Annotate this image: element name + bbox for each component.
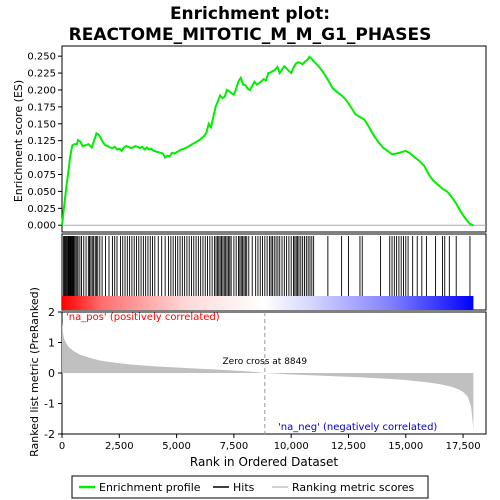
metric-y-tick-label: -1 — [44, 398, 55, 411]
metric-y-tick-label: -2 — [44, 428, 55, 441]
neg-correlated-label: 'na_neg' (negatively correlated) — [278, 422, 437, 433]
x-tick-label: 17,500 — [446, 441, 481, 452]
es-y-axis-label: Enrichment score (ES) — [12, 80, 25, 202]
es-y-tick-label: 0.100 — [27, 153, 56, 164]
es-y-tick-label: 0.025 — [27, 204, 56, 215]
x-tick-label: 10,000 — [274, 441, 309, 452]
es-y-tick-label: 0.150 — [27, 119, 56, 130]
es-y-tick-label: 0.225 — [27, 69, 56, 80]
es-y-tick-label: 0.250 — [27, 52, 56, 63]
x-tick-label: 15,000 — [388, 441, 423, 452]
legend-frame — [71, 475, 429, 499]
legend-label-ranking-metric: Ranking metric scores — [292, 481, 414, 494]
legend: Enrichment profile Hits Ranking metric s… — [71, 475, 429, 499]
x-tick-label: 7,500 — [220, 441, 249, 452]
x-axis-label: Rank in Ordered Dataset — [190, 455, 338, 469]
metric-y-tick-label: 1 — [48, 337, 55, 350]
x-tick-label: 2,500 — [105, 441, 134, 452]
x-tick-label: 5,000 — [162, 441, 191, 452]
hit-lines-group — [63, 236, 471, 296]
es-y-tick-label: 0.075 — [27, 170, 56, 181]
x-tick-label: 0 — [59, 441, 65, 452]
metric-area — [62, 322, 474, 430]
es-curve — [61, 55, 474, 227]
chart-title-line2: REACTOME_MITOTIC_M_M_G1_PHASES — [69, 25, 432, 45]
es-panel-frame — [61, 45, 487, 233]
es-y-tick-label: 0.200 — [27, 85, 56, 96]
es-y-tick-label: 0.000 — [27, 221, 56, 232]
metric-y-tick-label: 0 — [48, 367, 55, 380]
x-tick-label: 12,500 — [331, 441, 366, 452]
legend-label-enrichment-profile: Enrichment profile — [99, 481, 201, 494]
metric-y-tick-label: 2 — [48, 306, 55, 319]
legend-label-hits: Hits — [233, 481, 255, 494]
pos-correlated-label: 'na_pos' (positively correlated) — [66, 312, 220, 323]
chart-title-line1: Enrichment plot: — [170, 4, 330, 24]
metric-y-ticks: 2 1 0 -1 -2 — [44, 306, 62, 441]
metric-panel: 2 1 0 -1 -2 Zero cross at 8849 'na_pos' (pos… — [28, 287, 487, 457]
metric-y-axis-label: Ranked list metric (PreRanked) — [28, 287, 41, 457]
es-y-tick-label: 0.125 — [27, 136, 56, 147]
hits-panel — [61, 233, 487, 311]
x-axis-ticks: 0 2,500 5,000 7,500 10,000 12,500 15,000 17,500 — [59, 434, 481, 452]
es-y-ticks: 0.000 0.025 0.050 0.075 0.100 0.125 0.150 0.175… — [27, 52, 62, 232]
es-y-tick-label: 0.175 — [27, 102, 56, 113]
zero-cross-label: Zero cross at 8849 — [223, 357, 308, 367]
es-panel: 0.000 0.025 0.050 0.075 0.100 0.125 0.150 0.175… — [12, 45, 487, 233]
rank-color-bar — [62, 296, 474, 310]
es-y-tick-label: 0.050 — [27, 187, 56, 198]
